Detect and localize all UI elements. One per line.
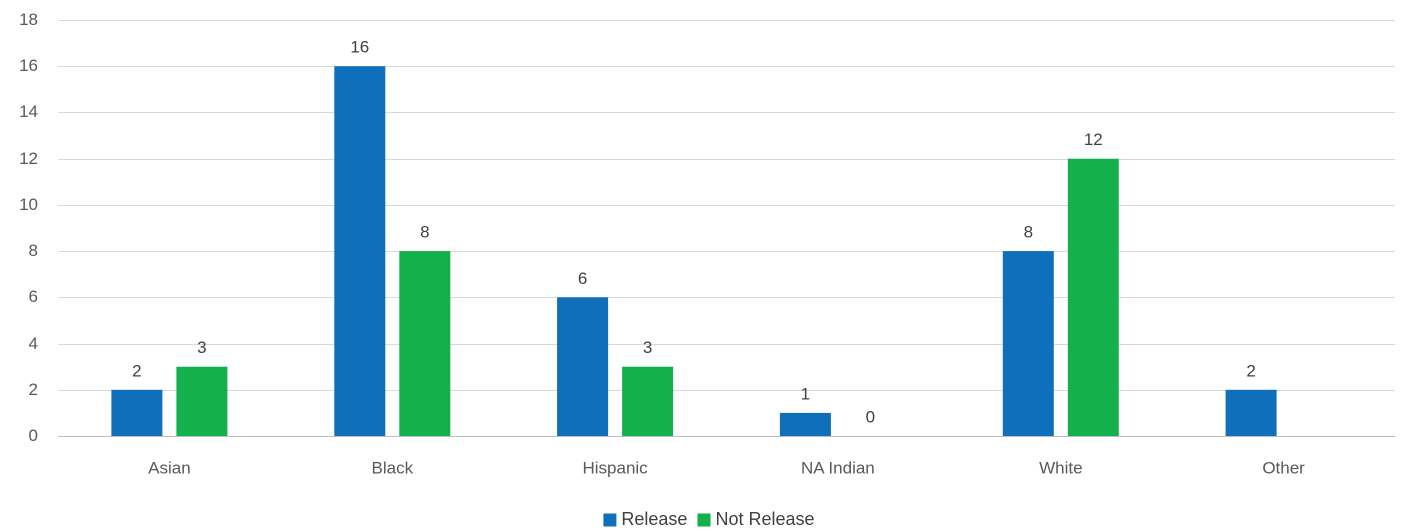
x-tick-label: Other [1262,458,1305,477]
data-label: 2 [1246,361,1255,380]
y-axis-tick-labels: 0 2 4 6 8 10 12 14 16 18 [19,10,38,445]
legend-item-not-release: Not Release [697,509,815,529]
bar-release [1002,251,1054,436]
bars [111,66,1277,436]
data-label: 12 [1084,130,1103,149]
data-label: 3 [643,338,652,357]
bar-release [779,412,831,436]
y-tick-label: 10 [19,195,38,214]
data-labels: 2 3 16 8 6 3 1 0 8 12 2 [132,38,1256,427]
y-tick-label: 16 [19,56,38,75]
legend-label: Release [621,509,687,529]
bar-not-release [176,366,228,436]
x-tick-label: Black [372,458,414,477]
bar-not-release [1067,158,1119,436]
x-axis-tick-labels: Asian Black Hispanic NA Indian White Other [148,458,1305,477]
x-tick-label: Hispanic [582,458,648,477]
bar-release [557,297,609,436]
x-tick-label: NA Indian [801,458,875,477]
x-tick-label: White [1039,458,1082,477]
bar-not-release [399,251,451,436]
gridlines [58,20,1395,437]
x-tick-label: Asian [148,458,191,477]
legend-label: Not Release [716,509,815,529]
y-tick-label: 0 [29,426,38,445]
y-tick-label: 14 [19,102,38,121]
legend-swatch [697,513,711,527]
legend-item-release: Release [603,509,687,529]
bar-not-release [622,366,674,436]
bar-release [1225,389,1277,436]
y-tick-label: 18 [19,10,38,29]
y-tick-label: 8 [29,241,38,260]
data-label: 16 [350,38,369,57]
bar-release [334,66,386,436]
data-label: 6 [578,269,587,288]
y-tick-label: 12 [19,149,38,168]
bar-release [111,389,163,436]
data-label: 0 [866,407,875,426]
data-label: 1 [801,384,810,403]
y-tick-label: 4 [29,334,38,353]
legend: Release Not Release [603,509,815,529]
data-label: 8 [420,223,429,242]
data-label: 3 [197,338,206,357]
data-label: 2 [132,361,141,380]
y-tick-label: 2 [29,380,38,399]
data-label: 8 [1024,223,1033,242]
legend-swatch [603,513,617,527]
y-tick-label: 6 [29,287,38,306]
